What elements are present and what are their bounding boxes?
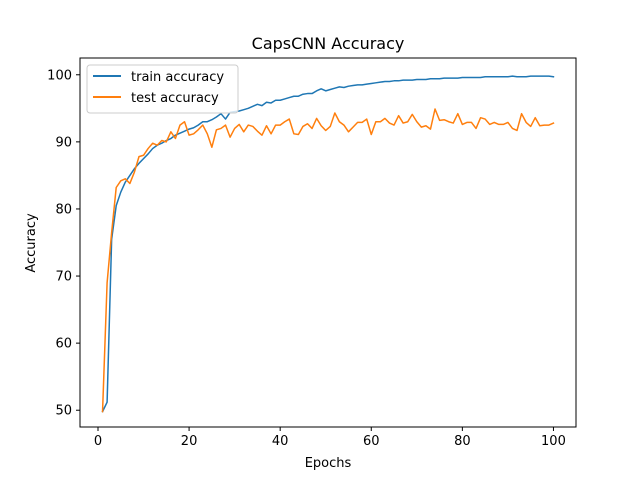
x-tick-label: 20 (181, 434, 198, 449)
y-tick-label: 90 (55, 135, 72, 150)
series-line-test (101, 108, 555, 413)
legend-label-test: test accuracy (131, 91, 219, 106)
x-tick-label: 40 (272, 434, 289, 449)
plot-frame (79, 57, 577, 428)
legend-box (86, 64, 239, 114)
x-tick-label: 100 (541, 434, 566, 449)
legend: train accuracy test accuracy (86, 64, 239, 114)
series-layer (101, 75, 555, 413)
x-tick-label: 60 (363, 434, 380, 449)
y-tick-label: 60 (55, 337, 72, 352)
x-tick-label: 80 (454, 434, 471, 449)
x-axis-ticks: 0 20 40 60 80 100 (94, 427, 566, 449)
y-tick-label: 50 (55, 404, 72, 419)
y-tick-label: 70 (55, 270, 72, 285)
axes-layer (79, 57, 577, 428)
y-tick-label: 80 (55, 202, 72, 217)
plot-area (80, 58, 576, 427)
y-axis-label: Accuracy (24, 213, 39, 273)
x-axis-label: Epochs (305, 456, 352, 471)
y-axis-ticks: 50 60 70 80 90 100 (47, 68, 80, 419)
y-tick-label: 100 (47, 68, 72, 83)
legend-label-train: train accuracy (131, 70, 224, 85)
chart-title: CapsCNN Accuracy (252, 34, 405, 53)
series-line-train (101, 75, 555, 413)
x-tick-label: 0 (94, 434, 102, 449)
